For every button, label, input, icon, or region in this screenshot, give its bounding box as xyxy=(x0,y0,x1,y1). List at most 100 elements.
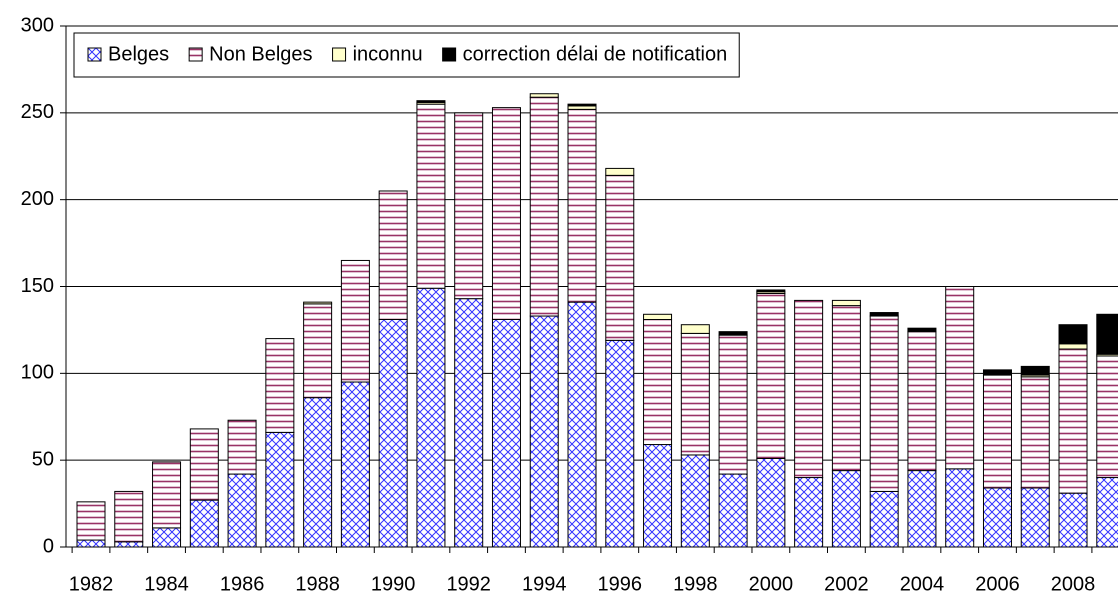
bar-segment xyxy=(454,298,484,548)
bar-segment xyxy=(114,541,144,548)
x-tick-label: 1982 xyxy=(69,573,114,592)
bar-segment xyxy=(1058,348,1088,494)
x-tick-label: 1994 xyxy=(522,573,567,592)
bar-segment xyxy=(152,461,182,529)
bar-segment xyxy=(907,327,937,333)
bar-segment xyxy=(643,444,673,548)
bar-segment xyxy=(340,381,370,548)
bar-segment xyxy=(189,499,219,548)
legend xyxy=(73,32,740,78)
bar-segment xyxy=(114,490,144,543)
bar-segment xyxy=(1096,313,1118,355)
x-tick-label: 2000 xyxy=(749,573,794,592)
bar-segment xyxy=(265,431,295,548)
bar-segment xyxy=(303,301,333,305)
bar-segment xyxy=(189,428,219,501)
bar-segment xyxy=(945,286,975,470)
legend-label: Non Belges xyxy=(209,43,312,65)
bar-segment xyxy=(907,331,937,472)
bar-segment xyxy=(756,457,786,548)
bar-segment xyxy=(1058,324,1088,345)
bar-segment xyxy=(680,332,710,456)
bar-segment xyxy=(831,470,861,548)
bar-segment xyxy=(869,490,899,548)
bar-segment xyxy=(416,103,446,289)
bar-segment xyxy=(756,292,786,459)
legend-swatch xyxy=(188,47,203,62)
bar-segment xyxy=(303,303,333,399)
bar-segment xyxy=(831,305,861,472)
bar-segment xyxy=(1058,492,1088,548)
bar-segment xyxy=(982,374,1012,489)
bar-segment xyxy=(491,107,521,320)
legend-label: Belges xyxy=(108,43,169,65)
bar-segment xyxy=(605,174,635,341)
bar-segment xyxy=(529,315,559,548)
bar-segment xyxy=(303,397,333,548)
x-tick-label: 2004 xyxy=(900,573,945,592)
y-tick-label: 50 xyxy=(32,448,54,470)
y-tick-label: 150 xyxy=(21,275,54,297)
bar-segment xyxy=(718,334,748,475)
bar-segment xyxy=(529,93,559,98)
bar-segment xyxy=(416,100,446,103)
x-tick-label: 2006 xyxy=(975,573,1020,592)
legend-label: inconnu xyxy=(353,43,423,65)
x-tick-label: 2002 xyxy=(824,573,869,592)
y-tick-label: 100 xyxy=(21,362,54,384)
bar-segment xyxy=(529,96,559,317)
y-tick-label: 0 xyxy=(43,535,54,557)
bar-segment xyxy=(794,299,824,479)
bar-segment xyxy=(378,318,408,548)
bar-segment xyxy=(1020,376,1050,489)
bar-segment xyxy=(567,105,597,110)
x-tick-label: 1998 xyxy=(673,573,718,592)
bar-segment xyxy=(567,108,597,303)
bar-segment xyxy=(1020,365,1050,376)
x-tick-label: 1988 xyxy=(295,573,340,592)
bar-segment xyxy=(982,487,1012,548)
bar-segment xyxy=(756,289,786,293)
bar-segment xyxy=(869,312,899,317)
x-tick-label: 1986 xyxy=(220,573,265,592)
y-tick-label: 250 xyxy=(21,101,54,123)
bar-segment xyxy=(831,299,861,307)
bar-segment xyxy=(1096,477,1118,548)
y-tick-label: 200 xyxy=(21,188,54,210)
x-tick-label: 1984 xyxy=(144,573,189,592)
bar-segment xyxy=(1020,487,1050,548)
bar-segment xyxy=(491,318,521,548)
bar-segment xyxy=(340,259,370,383)
bar-segment xyxy=(1096,355,1118,479)
bar-segment xyxy=(227,419,257,475)
y-tick-label: 300 xyxy=(21,14,54,36)
bar-segment xyxy=(907,470,937,548)
x-tick-label: 2008 xyxy=(1051,573,1096,592)
legend-swatch xyxy=(332,47,347,62)
bar-segment xyxy=(567,301,597,548)
x-tick-label: 1992 xyxy=(446,573,491,592)
bar-segment xyxy=(378,190,408,320)
bar-segment xyxy=(869,315,899,492)
bar-segment xyxy=(1058,343,1088,350)
legend-swatch xyxy=(87,47,102,62)
bar-segment xyxy=(643,318,673,446)
bar-segment xyxy=(718,473,748,548)
bar-segment xyxy=(605,339,635,548)
bar-segment xyxy=(76,539,106,548)
bar-segment xyxy=(416,287,446,548)
x-tick-label: 1996 xyxy=(598,573,643,592)
bar-segment xyxy=(454,112,484,300)
x-tick-label: 1990 xyxy=(371,573,416,592)
bar-segment xyxy=(794,477,824,548)
bar-segment xyxy=(643,313,673,320)
bar-segment xyxy=(718,331,748,336)
bar-segment xyxy=(605,167,635,176)
bar-segment xyxy=(680,324,710,334)
bar-segment xyxy=(680,454,710,548)
bar-segment xyxy=(567,103,597,107)
bar-segment xyxy=(265,338,295,433)
bar-segment xyxy=(227,473,257,548)
bar-segment xyxy=(945,468,975,548)
